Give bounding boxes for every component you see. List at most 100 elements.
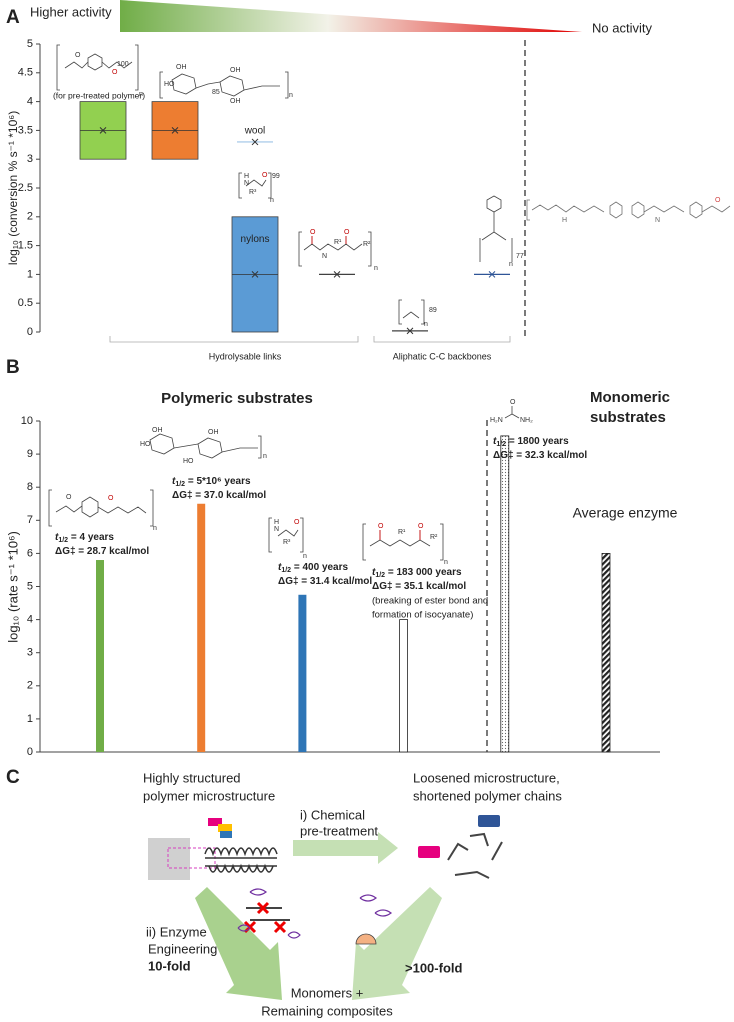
coil <box>204 847 278 873</box>
diagram-text: i) Chemical <box>300 807 365 822</box>
y-tick-label: 2 <box>27 211 33 223</box>
average-label: Average enzyme <box>573 505 678 521</box>
free-energy: ΔG‡ = 31.4 kcal/mol <box>278 576 372 587</box>
symbol-sub: 1/2 <box>58 537 68 544</box>
mean-marker <box>99 127 107 134</box>
y-tick-label: 8 <box>27 481 33 493</box>
group-label: Aliphatic C-C backbones <box>393 351 492 361</box>
y-tick-label: 3 <box>27 153 33 165</box>
nylon-structure: H N R³ O 99 n <box>238 172 280 204</box>
svg-text:OH: OH <box>208 429 219 436</box>
symbol: t <box>172 476 176 487</box>
bar <box>197 503 206 752</box>
svg-text:NH₂: NH₂ <box>520 417 533 424</box>
free-energy-value: = 31.4 kcal/mol <box>299 576 373 587</box>
half-life-value: = 1800 years <box>506 436 569 447</box>
svg-text:n: n <box>424 321 428 328</box>
group-bracket <box>109 336 359 343</box>
brick <box>218 824 232 832</box>
brick <box>478 815 500 827</box>
half-life: t1/2 = 4 years <box>55 532 114 544</box>
panel-label: A <box>6 7 20 28</box>
symbol: t <box>55 532 59 543</box>
bar <box>298 594 307 752</box>
block-marks <box>243 901 287 934</box>
y-tick-label: 10 <box>21 415 33 427</box>
section-title: Monomeric <box>590 389 670 406</box>
brick <box>220 831 232 838</box>
svg-text:HO: HO <box>183 458 194 465</box>
svg-text:n: n <box>509 261 513 268</box>
svg-text:O: O <box>108 495 114 502</box>
svg-text:n: n <box>374 265 378 272</box>
panel-label: B <box>6 357 20 378</box>
y-tick-label: 0 <box>27 746 33 758</box>
diagram-text: Loosened microstructure, <box>413 770 560 785</box>
svg-text:OH: OH <box>176 64 187 71</box>
svg-text:N: N <box>274 526 279 533</box>
y-tick-label: 0 <box>27 326 33 338</box>
svg-text:O: O <box>75 52 81 59</box>
free-energy: ΔG‡ = 32.3 kcal/mol <box>493 450 587 461</box>
svg-text:N: N <box>244 180 249 187</box>
dp-label: 100 <box>117 61 129 68</box>
b-nylon-structure: H N R³ O n <box>268 517 307 560</box>
b-urea-structure: O H₂N NH₂ <box>490 399 533 424</box>
free-energy-value: = 32.3 kcal/mol <box>514 450 588 461</box>
b-pet-structure: O O n <box>48 489 157 532</box>
cellulose-structure: OH HO OH OH 85 n <box>159 64 293 105</box>
svg-text:HO: HO <box>164 81 175 88</box>
svg-text:n: n <box>444 559 448 566</box>
y-tick-label: 3 <box>27 647 33 659</box>
y-tick-label: 5 <box>27 38 33 50</box>
mean-marker <box>488 271 496 278</box>
svg-text:O: O <box>66 494 72 501</box>
svg-text:R²: R² <box>430 534 438 541</box>
free-energy: ΔG‡ = 37.0 kcal/mol <box>172 490 266 501</box>
y-tick-label: 3.5 <box>18 124 33 136</box>
free-energy-value: = 35.1 kcal/mol <box>393 581 467 592</box>
dp-label: 77 <box>516 253 524 260</box>
y-tick-label: 1 <box>27 713 33 725</box>
dp-label: 99 <box>272 173 280 180</box>
symbol: t <box>493 436 497 447</box>
gauge <box>355 933 377 945</box>
note: formation of isocyanate) <box>372 610 473 621</box>
symbol-sub: 1/2 <box>281 567 291 574</box>
brick <box>208 818 222 826</box>
half-life: t1/2 = 1800 years <box>493 436 569 448</box>
y-tick-label: 9 <box>27 448 33 460</box>
svg-text:R³: R³ <box>283 539 291 546</box>
svg-text:R²: R² <box>363 241 371 248</box>
y-tick-label: 6 <box>27 547 33 559</box>
y-tick-label: 5 <box>27 580 33 592</box>
symbol: ΔG‡ <box>372 581 393 592</box>
svg-text:O: O <box>112 69 118 76</box>
half-life-value: = 4 years <box>68 532 114 543</box>
symbol-sub: 1/2 <box>496 441 506 448</box>
y-tick-label: 1 <box>27 268 33 280</box>
svg-text:H: H <box>244 173 249 180</box>
svg-text:n: n <box>289 92 293 99</box>
activity-high: Higher activity <box>30 4 112 19</box>
category-label: wool <box>244 126 266 137</box>
polystyrene-structure: 77 n <box>479 195 524 268</box>
free-energy: ΔG‡ = 28.7 kcal/mol <box>55 546 149 557</box>
svg-text:OH: OH <box>152 427 163 434</box>
arrow <box>352 887 442 1000</box>
svg-text:OH: OH <box>230 67 241 74</box>
panel-label: C <box>6 767 20 788</box>
workflow-diagram <box>148 815 503 1000</box>
mean-marker <box>251 138 259 146</box>
half-life: t1/2 = 183 000 years <box>372 567 462 579</box>
section-title: Polymeric substrates <box>161 390 313 407</box>
svg-text:H: H <box>562 217 567 224</box>
diagram-text: Engineering <box>148 941 217 956</box>
y-tick-label: 2.5 <box>18 182 33 194</box>
svg-text:O: O <box>510 399 516 406</box>
diagram-text: Highly structured <box>143 770 241 785</box>
svg-text:R¹: R¹ <box>334 239 342 246</box>
y-tick-label: 2 <box>27 680 33 692</box>
y-tick-label: 7 <box>27 514 33 526</box>
